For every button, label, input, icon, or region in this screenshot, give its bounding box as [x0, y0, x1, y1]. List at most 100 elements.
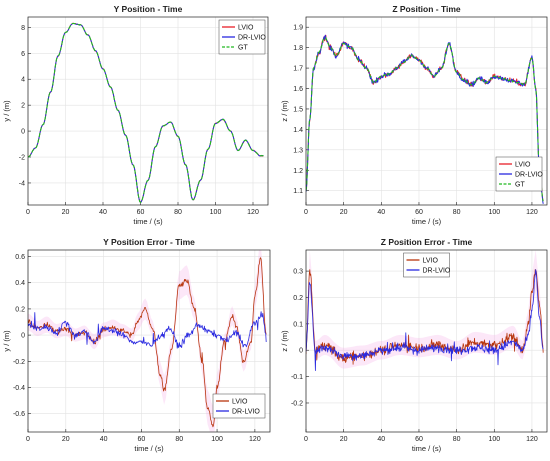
y-tick-label: 1.9	[293, 25, 303, 32]
y-tick-label: 4	[21, 77, 25, 84]
legend-label: GT	[515, 182, 525, 189]
x-tick-label: 0	[304, 209, 308, 216]
series-group	[28, 250, 267, 432]
series-group	[306, 250, 544, 372]
y-tick-label: 0.6	[15, 254, 25, 261]
x-tick-label: 80	[453, 436, 461, 443]
legend-box	[218, 19, 266, 55]
x-tick-label: 0	[304, 436, 308, 443]
x-tick-label: 60	[137, 209, 145, 216]
x-tick-label: 60	[138, 436, 146, 443]
x-tick-label: 60	[415, 436, 423, 443]
chart-2: 0 20 40 60 80 100 120 1.1 1.2 1.3 1.4 1.5 1.6 1.7 1.8 1…	[280, 4, 548, 226]
chart-title: Y Position - Time	[114, 4, 183, 14]
legend: LVIO DR-LVIO	[403, 252, 451, 278]
y-tick-label: 0.3	[293, 269, 303, 276]
x-tick-label: 80	[175, 436, 183, 443]
y-tick-label: 0.1	[293, 321, 303, 328]
uncertainty-band	[28, 250, 267, 432]
x-tick-label: 20	[62, 436, 70, 443]
legend-label: DR-LVIO	[232, 409, 260, 416]
y-tick-label: 1.1	[293, 188, 303, 195]
x-tick-label: 80	[453, 209, 461, 216]
legend-label: DR-LVIO	[238, 35, 266, 42]
y-tick-label: 0.2	[293, 295, 303, 302]
series-line-dr-lvio	[306, 269, 544, 372]
x-tick-label: 20	[340, 209, 348, 216]
series-group	[306, 34, 544, 204]
y-tick-label: -4	[19, 180, 25, 187]
y-axis-label: z / (m)	[280, 330, 289, 352]
legend: LVIO DR-LVIO GT	[495, 156, 543, 192]
y-tick-label: 6	[21, 51, 25, 58]
y-tick-label: 0	[21, 129, 25, 136]
y-tick-label: 1.2	[293, 168, 303, 175]
y-tick-label: -0.4	[13, 385, 25, 392]
y-tick-label: 1.5	[293, 106, 303, 113]
y-tick-label: 0	[21, 333, 25, 340]
x-tick-label: 80	[174, 209, 182, 216]
chart-title: Y Position Error - Time	[103, 237, 195, 247]
axes-frame	[27, 249, 271, 433]
y-tick-label: -0.1	[291, 374, 303, 381]
x-tick-label: 120	[526, 436, 538, 443]
x-tick-label: 20	[62, 209, 70, 216]
series-line-gt	[28, 22, 264, 203]
plot-area	[306, 250, 547, 432]
chart-title: Z Position Error - Time	[381, 237, 473, 247]
axes-frame	[305, 249, 548, 433]
y-tick-label: 1.7	[293, 66, 303, 73]
y-axis-label: z / (m)	[280, 100, 289, 122]
y-axis-label: y / (m)	[2, 330, 11, 352]
y-tick-label: 8	[21, 25, 25, 32]
x-tick-label: 40	[100, 436, 108, 443]
chart-3: 0 20 40 60 80 100 120 -0.6 -0.4 -0.2 0 0.2 0.4 0.6 Y P…	[2, 237, 271, 453]
y-tick-label: 1.8	[293, 45, 303, 52]
y-tick-label: 1.6	[293, 86, 303, 93]
y-tick-label: 0.4	[15, 280, 25, 287]
chart-title: Z Position - Time	[392, 4, 461, 14]
uncertainty-band	[306, 250, 544, 369]
y-tick-label: -0.2	[13, 359, 25, 366]
y-tick-label: 0.2	[15, 306, 25, 313]
x-tick-label: 40	[377, 209, 385, 216]
chart-1: 0 20 40 60 80 100 120 -4 -2 0 2 4 6 8 Y Position - Tim…	[2, 4, 269, 226]
x-tick-label: 100	[210, 209, 222, 216]
series-line-gt	[306, 37, 544, 202]
axes-frame	[27, 16, 269, 206]
x-tick-label: 20	[340, 436, 348, 443]
legend-label: LVIO	[232, 399, 248, 406]
legend-label: DR-LVIO	[515, 172, 543, 179]
y-tick-label: -0.6	[13, 411, 25, 418]
legend-label: GT	[238, 45, 248, 52]
x-tick-label: 60	[415, 209, 423, 216]
y-tick-label: 0	[299, 348, 303, 355]
x-tick-label: 100	[488, 436, 500, 443]
y-tick-label: -0.2	[291, 400, 303, 407]
x-tick-label: 120	[526, 209, 538, 216]
y-tick-label: 2	[21, 103, 25, 110]
y-axis-label: y / (m)	[2, 100, 11, 122]
series-line-dr-lvio	[28, 311, 267, 349]
legend-label: LVIO	[423, 258, 439, 265]
y-tick-label: 1.4	[293, 127, 303, 134]
chart-4: 0 20 40 60 80 100 120 -0.2 -0.1 0 0.1 0.2 0.3 Z Posit…	[280, 237, 548, 453]
series-group	[28, 22, 264, 203]
legend-label: LVIO	[238, 25, 254, 32]
legend-label: DR-LVIO	[423, 268, 451, 275]
x-tick-label: 0	[26, 209, 30, 216]
x-tick-label: 100	[488, 209, 500, 216]
x-axis-label: time / (s)	[412, 217, 442, 226]
x-tick-label: 100	[211, 436, 223, 443]
axes-frame	[305, 16, 548, 206]
x-axis-label: time / (s)	[412, 444, 442, 453]
x-tick-label: 40	[99, 209, 107, 216]
x-tick-label: 120	[247, 209, 259, 216]
legend: LVIO DR-LVIO GT	[218, 19, 266, 55]
legend: LVIO DR-LVIO	[212, 393, 266, 419]
x-tick-label: 0	[26, 436, 30, 443]
legend-box	[403, 252, 450, 278]
legend-label: LVIO	[515, 162, 531, 169]
legend-box	[212, 393, 266, 419]
